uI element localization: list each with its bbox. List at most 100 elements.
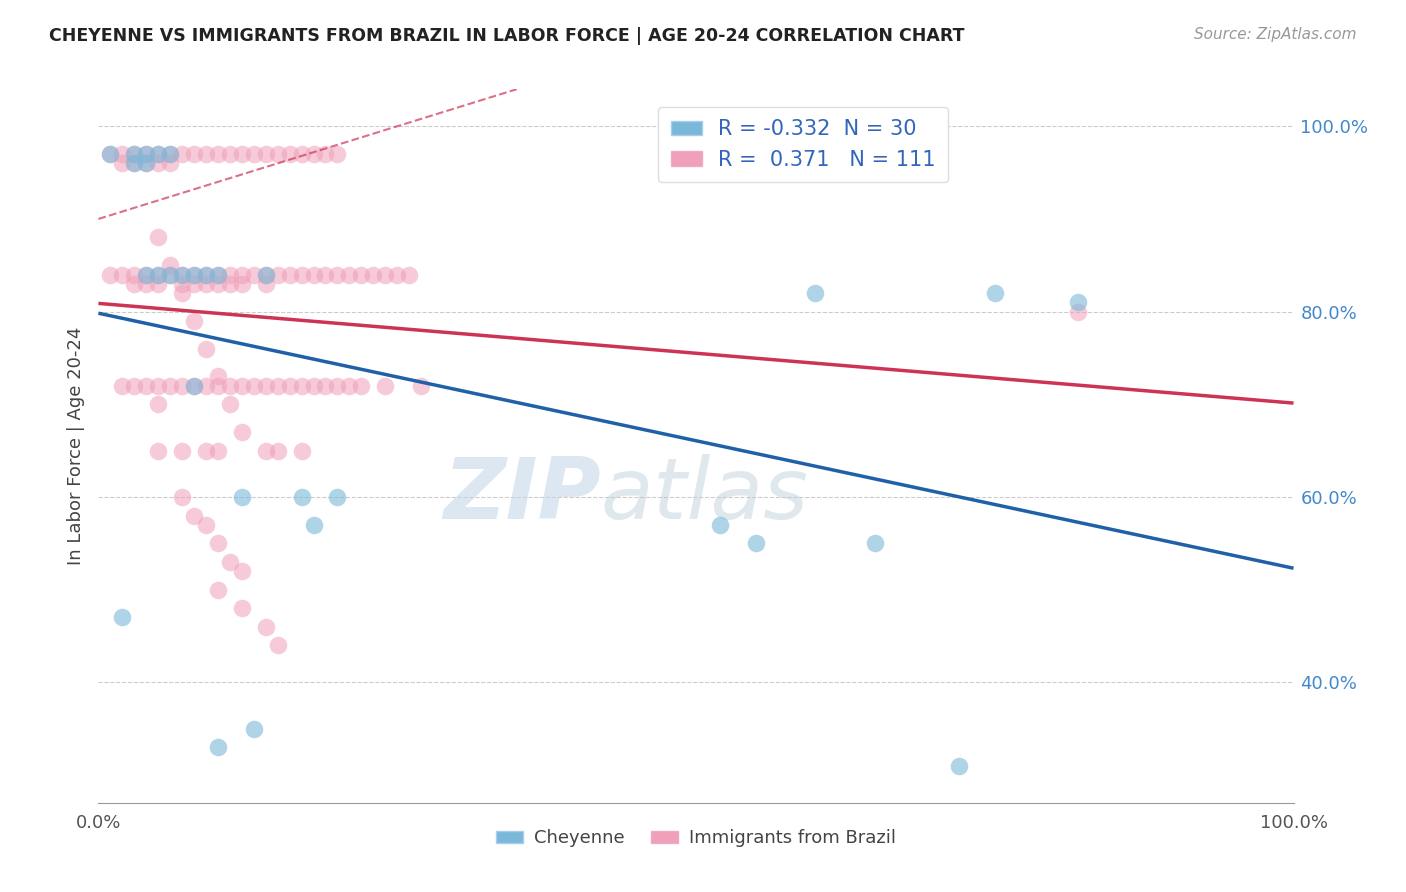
Point <box>159 147 181 161</box>
Point <box>159 258 181 272</box>
Point <box>267 378 290 392</box>
Point <box>183 508 205 523</box>
Point <box>124 156 146 170</box>
Point <box>219 397 242 411</box>
Point <box>243 147 266 161</box>
Point <box>350 378 373 392</box>
Point <box>172 277 194 291</box>
Point <box>183 277 205 291</box>
Point <box>254 268 277 282</box>
Point <box>111 147 134 161</box>
Point <box>291 147 314 161</box>
Point <box>254 268 277 282</box>
Point <box>195 517 218 532</box>
Point <box>207 369 229 384</box>
Point <box>111 378 134 392</box>
Point <box>231 378 253 392</box>
Point <box>219 147 242 161</box>
Point <box>135 156 157 170</box>
Point <box>98 147 122 161</box>
Point <box>148 156 170 170</box>
Point <box>243 722 266 736</box>
Point <box>385 268 409 282</box>
Point <box>124 147 146 161</box>
Point <box>326 490 349 504</box>
Point <box>148 268 170 282</box>
Point <box>231 564 253 578</box>
Point <box>315 147 337 161</box>
Point <box>124 147 146 161</box>
Point <box>135 268 157 282</box>
Point <box>984 286 1007 301</box>
Point <box>124 268 146 282</box>
Point <box>865 536 887 550</box>
Point <box>339 378 361 392</box>
Point <box>411 378 433 392</box>
Point <box>219 277 242 291</box>
Point <box>172 443 194 458</box>
Text: Source: ZipAtlas.com: Source: ZipAtlas.com <box>1194 27 1357 42</box>
Point <box>231 277 253 291</box>
Point <box>207 740 229 755</box>
Point <box>315 268 337 282</box>
Point <box>243 378 266 392</box>
Y-axis label: In Labor Force | Age 20-24: In Labor Force | Age 20-24 <box>66 326 84 566</box>
Point <box>709 517 731 532</box>
Point <box>231 601 253 615</box>
Point <box>172 268 194 282</box>
Point <box>267 638 290 652</box>
Point <box>195 268 218 282</box>
Point <box>183 147 205 161</box>
Point <box>804 286 827 301</box>
Text: CHEYENNE VS IMMIGRANTS FROM BRAZIL IN LABOR FORCE | AGE 20-24 CORRELATION CHART: CHEYENNE VS IMMIGRANTS FROM BRAZIL IN LA… <box>49 27 965 45</box>
Point <box>398 268 420 282</box>
Point <box>135 147 157 161</box>
Point <box>148 378 170 392</box>
Point <box>148 147 170 161</box>
Point <box>219 378 242 392</box>
Point <box>278 147 301 161</box>
Point <box>302 268 325 282</box>
Point <box>148 268 170 282</box>
Point <box>207 268 229 282</box>
Point <box>195 268 218 282</box>
Point <box>98 268 122 282</box>
Point <box>278 378 301 392</box>
Point <box>183 268 205 282</box>
Point <box>291 268 314 282</box>
Point <box>243 268 266 282</box>
Point <box>291 378 314 392</box>
Point <box>254 443 277 458</box>
Point <box>159 378 181 392</box>
Point <box>254 620 277 634</box>
Point <box>1067 304 1090 318</box>
Point <box>195 443 218 458</box>
Point <box>291 443 314 458</box>
Point <box>135 156 157 170</box>
Point <box>111 156 134 170</box>
Point <box>315 378 337 392</box>
Point <box>195 342 218 356</box>
Point <box>254 147 277 161</box>
Point <box>267 147 290 161</box>
Point <box>219 555 242 569</box>
Text: atlas: atlas <box>600 454 808 538</box>
Point <box>326 378 349 392</box>
Point <box>195 277 218 291</box>
Point <box>159 156 181 170</box>
Point <box>183 378 205 392</box>
Point <box>172 268 194 282</box>
Point <box>195 378 218 392</box>
Point <box>219 268 242 282</box>
Point <box>148 443 170 458</box>
Point <box>172 378 194 392</box>
Point <box>291 490 314 504</box>
Point <box>278 268 301 282</box>
Point <box>172 286 194 301</box>
Point <box>98 147 122 161</box>
Point <box>135 147 157 161</box>
Point <box>267 443 290 458</box>
Point <box>363 268 385 282</box>
Point <box>148 277 170 291</box>
Point <box>745 536 768 550</box>
